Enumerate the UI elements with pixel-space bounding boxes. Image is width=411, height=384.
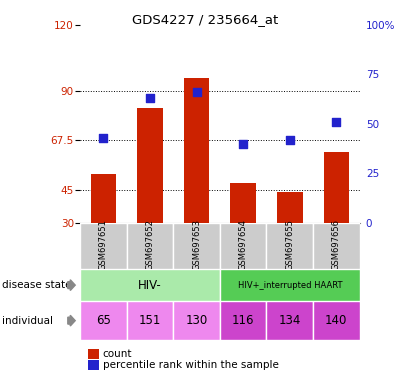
Bar xyxy=(323,152,349,223)
Text: 140: 140 xyxy=(325,314,348,327)
Point xyxy=(100,135,107,141)
Bar xyxy=(80,269,220,301)
Bar xyxy=(90,174,116,223)
Text: 151: 151 xyxy=(139,314,161,327)
Bar xyxy=(277,192,302,223)
Point xyxy=(286,137,293,143)
Text: GDS4227 / 235664_at: GDS4227 / 235664_at xyxy=(132,13,279,26)
Text: disease state: disease state xyxy=(2,280,71,290)
Text: HIV+_interrupted HAART: HIV+_interrupted HAART xyxy=(238,281,342,290)
Text: 65: 65 xyxy=(96,314,111,327)
Text: 130: 130 xyxy=(185,314,208,327)
Point xyxy=(147,95,153,101)
Bar xyxy=(266,301,313,340)
Bar xyxy=(127,301,173,340)
Bar xyxy=(173,223,220,269)
Bar xyxy=(127,223,173,269)
Text: GSM697652: GSM697652 xyxy=(145,219,155,270)
Bar xyxy=(173,301,220,340)
Bar xyxy=(313,223,360,269)
Text: GSM697654: GSM697654 xyxy=(239,219,248,270)
Text: percentile rank within the sample: percentile rank within the sample xyxy=(103,360,279,370)
Bar xyxy=(80,223,127,269)
Bar xyxy=(313,301,360,340)
Bar xyxy=(137,108,163,223)
Text: GSM697651: GSM697651 xyxy=(99,219,108,270)
Bar xyxy=(266,223,313,269)
Point xyxy=(193,89,200,95)
Bar xyxy=(230,183,256,223)
Bar xyxy=(80,301,127,340)
Text: GSM697656: GSM697656 xyxy=(332,219,341,270)
Text: 134: 134 xyxy=(279,314,301,327)
Text: GSM697653: GSM697653 xyxy=(192,219,201,270)
Text: count: count xyxy=(103,349,132,359)
Point xyxy=(333,119,339,125)
Bar xyxy=(220,269,360,301)
Point xyxy=(240,141,247,147)
Text: 116: 116 xyxy=(232,314,254,327)
Text: HIV-: HIV- xyxy=(138,279,162,291)
Bar xyxy=(184,78,209,223)
Text: individual: individual xyxy=(2,316,53,326)
Text: GSM697655: GSM697655 xyxy=(285,219,294,270)
Bar xyxy=(220,301,266,340)
Bar xyxy=(220,223,266,269)
